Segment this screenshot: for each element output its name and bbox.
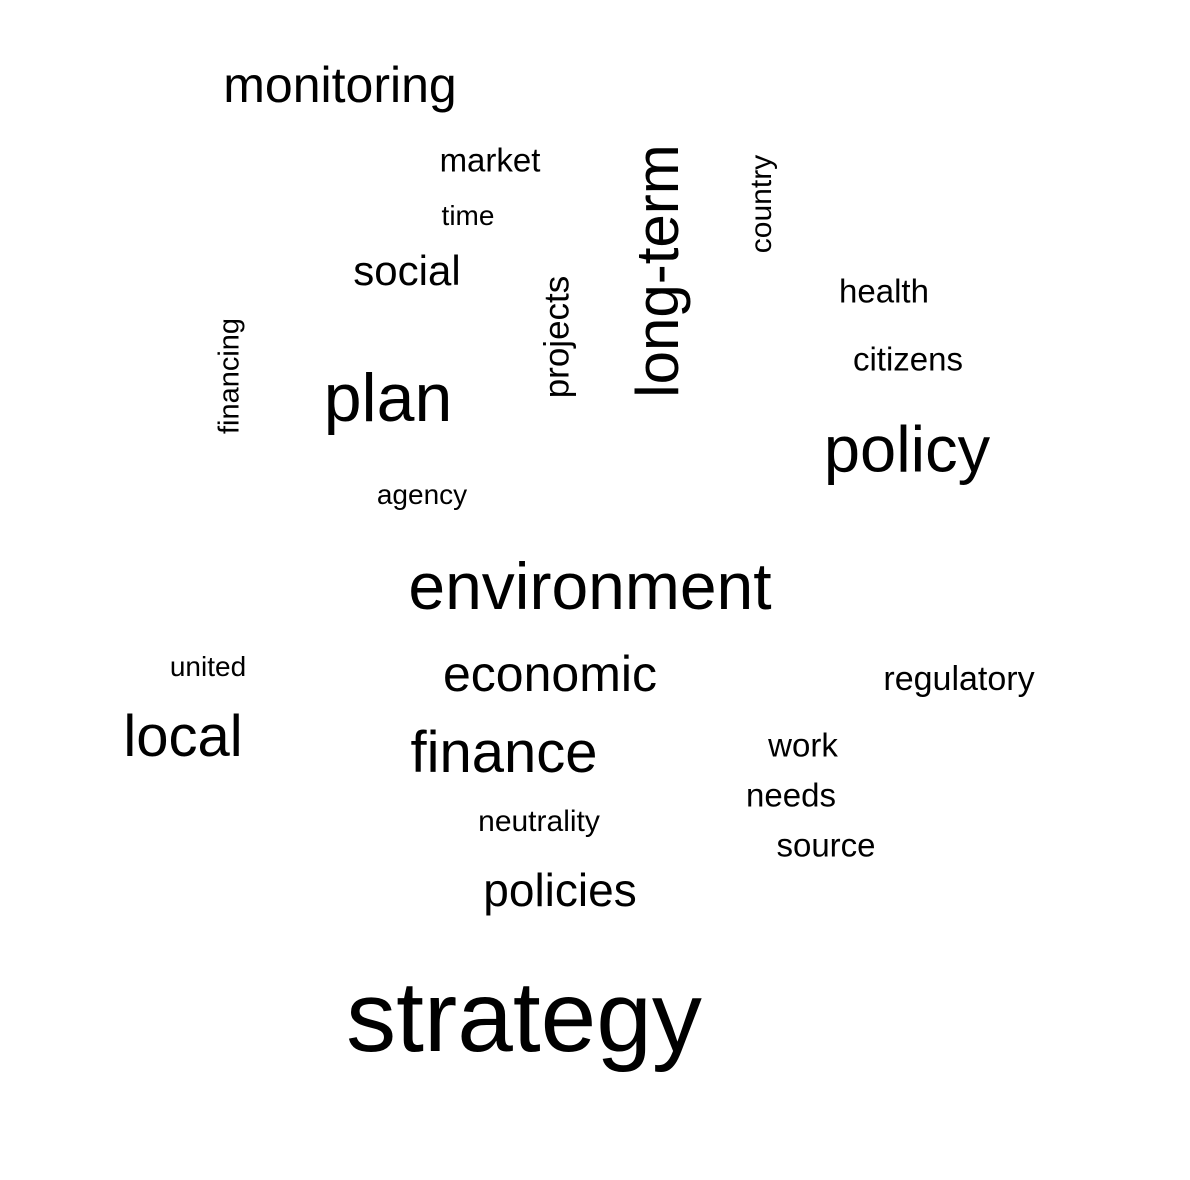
word-environment: environment — [408, 549, 772, 623]
word-economic: economic — [443, 646, 657, 702]
word-local: local — [123, 704, 243, 769]
word-time: time — [441, 200, 495, 231]
word-social: social — [353, 247, 461, 294]
word-needs: needs — [746, 776, 836, 814]
word-finance: finance — [410, 720, 598, 785]
word-financing: financing — [213, 317, 246, 435]
word-work: work — [768, 726, 838, 764]
word-regulatory: regulatory — [883, 660, 1035, 698]
word-projects: projects — [537, 275, 577, 399]
word-strategy: strategy — [346, 961, 702, 1073]
word-source: source — [776, 826, 876, 864]
word-agency: agency — [376, 479, 468, 510]
word-monitoring: monitoring — [223, 57, 457, 113]
word-long-term: long-term — [624, 144, 691, 398]
word-health: health — [839, 272, 929, 310]
word-neutrality: neutrality — [478, 805, 600, 838]
word-market: market — [439, 141, 541, 179]
word-policy: policy — [823, 412, 991, 486]
word-country: country — [745, 154, 778, 254]
word-united: united — [169, 651, 247, 682]
word-policies: policies — [483, 864, 637, 916]
word-citizens: citizens — [852, 340, 964, 378]
word-plan: plan — [323, 360, 453, 436]
